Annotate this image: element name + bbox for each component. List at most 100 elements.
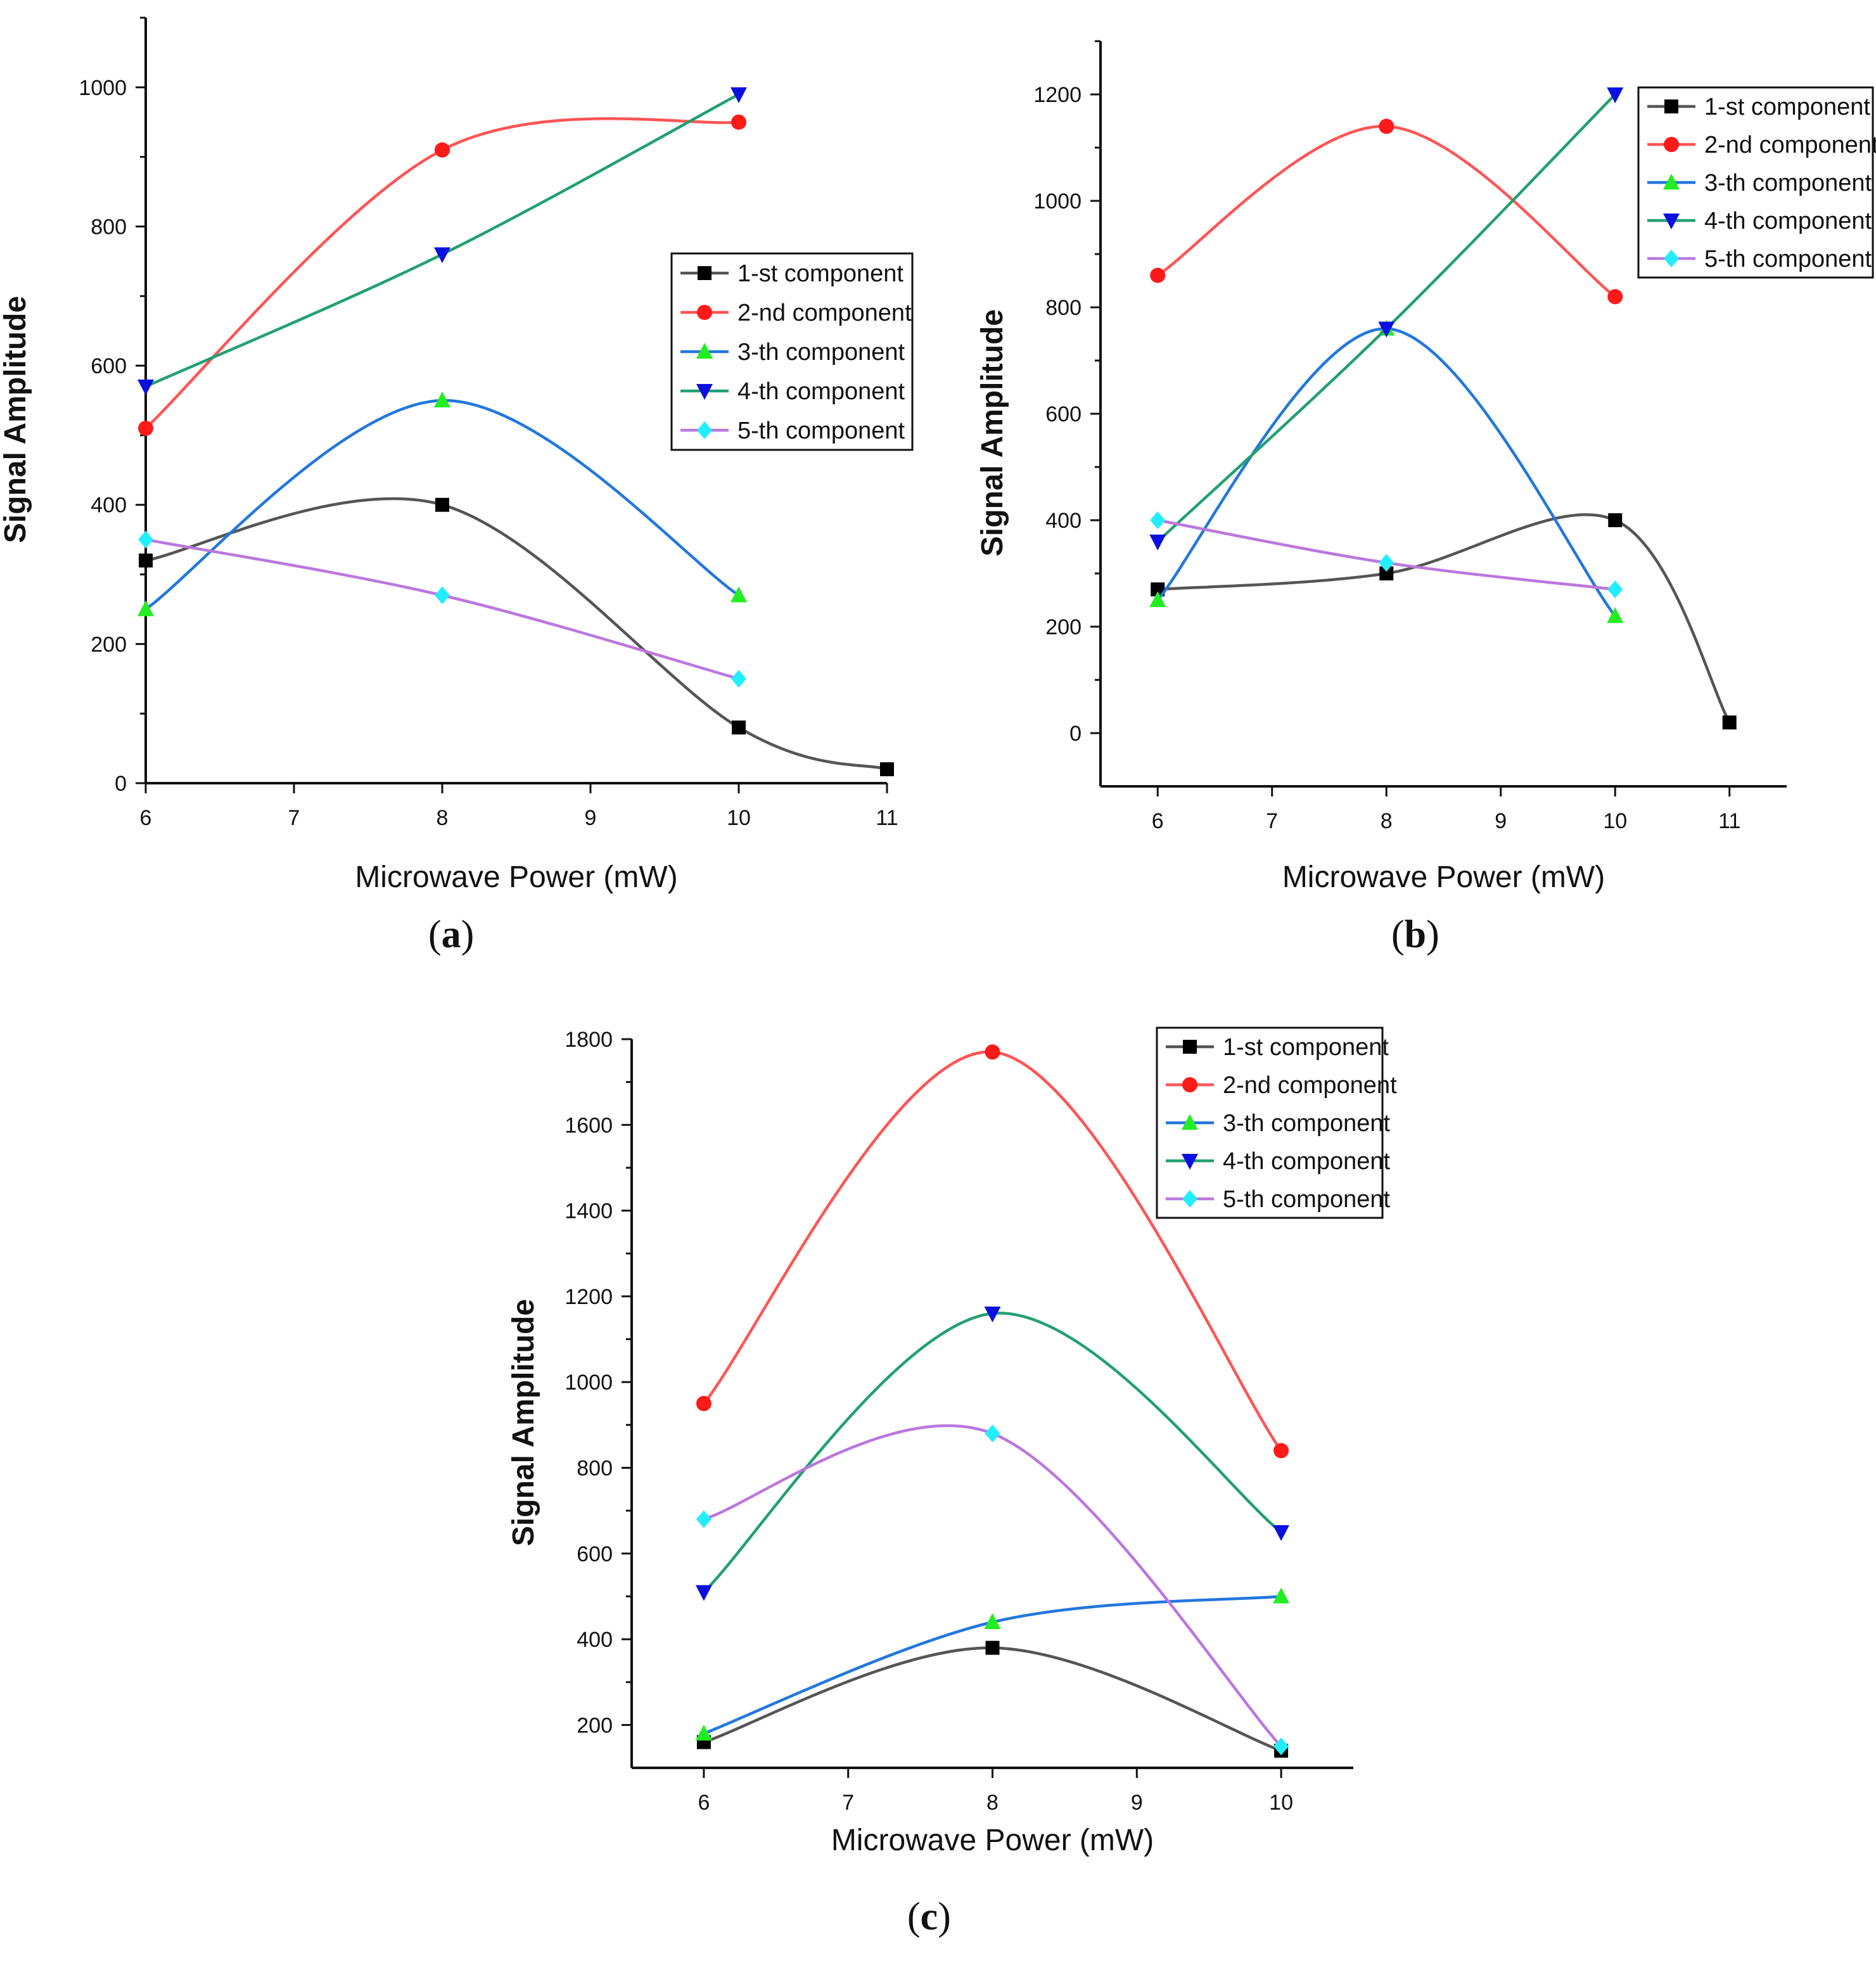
legend-marker bbox=[698, 266, 711, 280]
legend-item: 3-th component bbox=[1166, 1110, 1390, 1137]
legend-label: 3-th component bbox=[1223, 1110, 1390, 1137]
data-point bbox=[1151, 582, 1165, 597]
series-4 bbox=[1149, 87, 1624, 551]
data-point bbox=[732, 720, 746, 735]
legend-marker bbox=[697, 421, 712, 439]
x-tick-label: 6 bbox=[1152, 809, 1164, 833]
data-point bbox=[1722, 715, 1737, 730]
x-tick-label: 9 bbox=[585, 806, 597, 830]
legend-item: 2-nd component bbox=[1647, 132, 1876, 158]
legend-label: 5-th component bbox=[1223, 1186, 1390, 1213]
legend-label: 5-th component bbox=[1704, 246, 1872, 272]
x-tick-label: 10 bbox=[727, 806, 751, 830]
y-tick-label: 0 bbox=[115, 772, 127, 796]
series-2 bbox=[1150, 118, 1623, 305]
data-point bbox=[435, 586, 450, 604]
legend-label: 4-th component bbox=[737, 378, 905, 405]
y-tick-label: 200 bbox=[91, 632, 127, 656]
y-tick-label: 800 bbox=[1045, 296, 1082, 320]
y-tick-label: 600 bbox=[91, 354, 127, 378]
x-tick-label: 10 bbox=[1269, 1791, 1293, 1815]
series-5 bbox=[696, 1424, 1289, 1756]
y-tick-label: 1000 bbox=[565, 1371, 613, 1395]
x-tick-label: 7 bbox=[1266, 809, 1278, 833]
caption-a-letter: a bbox=[441, 913, 461, 956]
legend-marker bbox=[696, 343, 713, 359]
legend-item: 1-st component bbox=[1166, 1034, 1389, 1061]
y-tick-label: 800 bbox=[577, 1456, 613, 1480]
legend-item: 4-th component bbox=[680, 378, 905, 405]
data-point bbox=[1379, 554, 1394, 572]
y-tick-label: 800 bbox=[91, 215, 127, 239]
series-3 bbox=[137, 392, 747, 617]
legend: 1-st component 2-nd component 3-th compone… bbox=[670, 252, 914, 451]
legend-marker bbox=[1664, 137, 1679, 152]
series-1 bbox=[1151, 513, 1737, 730]
y-tick-label: 200 bbox=[577, 1713, 613, 1737]
legend-item: 5-th component bbox=[680, 418, 905, 444]
y-tick-label: 1800 bbox=[565, 1028, 613, 1052]
legend-item: 1-st component bbox=[680, 260, 903, 287]
data-point bbox=[1149, 591, 1166, 607]
y-tick-label: 1600 bbox=[565, 1113, 613, 1137]
legend-marker bbox=[696, 384, 713, 400]
caption-c-letter: c bbox=[920, 1895, 938, 1938]
legend-marker bbox=[1182, 1190, 1197, 1208]
data-point bbox=[1273, 1525, 1290, 1541]
data-point bbox=[731, 87, 747, 103]
series-line bbox=[703, 1424, 1282, 1748]
data-point bbox=[1150, 511, 1166, 529]
data-point bbox=[1273, 1443, 1289, 1459]
data-point bbox=[1607, 289, 1623, 305]
data-point bbox=[1379, 566, 1394, 580]
data-point bbox=[1273, 1737, 1289, 1756]
x-tick-label: 8 bbox=[437, 806, 449, 830]
x-tick-label: 8 bbox=[986, 1791, 999, 1815]
series-line bbox=[1157, 125, 1616, 298]
y-tick-label: 400 bbox=[1045, 509, 1082, 533]
x-axis-title: Microwave Power (mW) bbox=[1282, 860, 1605, 894]
data-point bbox=[1379, 118, 1394, 134]
data-point bbox=[696, 1396, 711, 1411]
legend-marker bbox=[1663, 174, 1680, 189]
series-line bbox=[144, 117, 739, 430]
series-line bbox=[1156, 93, 1616, 543]
x-axis-title: Microwave Power (mW) bbox=[831, 1824, 1154, 1857]
y-tick-label: 1000 bbox=[1033, 189, 1082, 214]
data-point bbox=[1607, 87, 1624, 103]
data-point bbox=[435, 142, 450, 158]
x-tick-label: 7 bbox=[288, 806, 300, 830]
series-line bbox=[703, 1646, 1282, 1753]
legend: 1-st component 2-nd component 3-th compone… bbox=[1637, 86, 1876, 279]
chart-panel-a: 0 200 400 600 800 1000 6 7 8 9 10 11 Microwave Power… bbox=[0, 0, 938, 931]
data-point bbox=[434, 392, 450, 407]
data-point bbox=[1273, 1587, 1290, 1604]
legend-item: 2-nd component bbox=[1166, 1072, 1397, 1099]
legend-label: 4-th component bbox=[1223, 1148, 1390, 1175]
data-point bbox=[1608, 513, 1623, 527]
data-point bbox=[984, 1306, 1001, 1322]
series-2 bbox=[696, 1044, 1289, 1459]
legend-label: 4-th component bbox=[1704, 208, 1872, 234]
legend: 1-st component 2-nd component 3-th compone… bbox=[1156, 1026, 1397, 1219]
legend-label: 5-th component bbox=[737, 418, 905, 444]
legend-item: 4-th component bbox=[1166, 1148, 1390, 1175]
series-4 bbox=[695, 1306, 1290, 1601]
chart-a-svg: 0 200 400 600 800 1000 6 7 8 9 10 11 Microwave Power… bbox=[0, 16, 914, 894]
y-tick-label: 600 bbox=[577, 1542, 613, 1566]
legend-marker bbox=[1183, 1040, 1197, 1054]
legend-marker bbox=[1664, 99, 1678, 113]
y-tick-label: 1200 bbox=[1033, 83, 1082, 107]
data-point bbox=[1378, 321, 1395, 338]
series-1 bbox=[139, 497, 894, 777]
data-point bbox=[139, 553, 153, 568]
caption-c: (c) bbox=[907, 1895, 951, 1938]
data-point bbox=[731, 586, 747, 603]
legend-item: 4-th component bbox=[1647, 208, 1872, 234]
y-tick-label: 1200 bbox=[565, 1285, 613, 1309]
data-point bbox=[731, 114, 746, 130]
y-axis-title: Signal Amplitude bbox=[976, 309, 1009, 556]
x-tick-label: 10 bbox=[1603, 809, 1627, 833]
series-3 bbox=[695, 1587, 1290, 1741]
series-line bbox=[145, 497, 888, 771]
